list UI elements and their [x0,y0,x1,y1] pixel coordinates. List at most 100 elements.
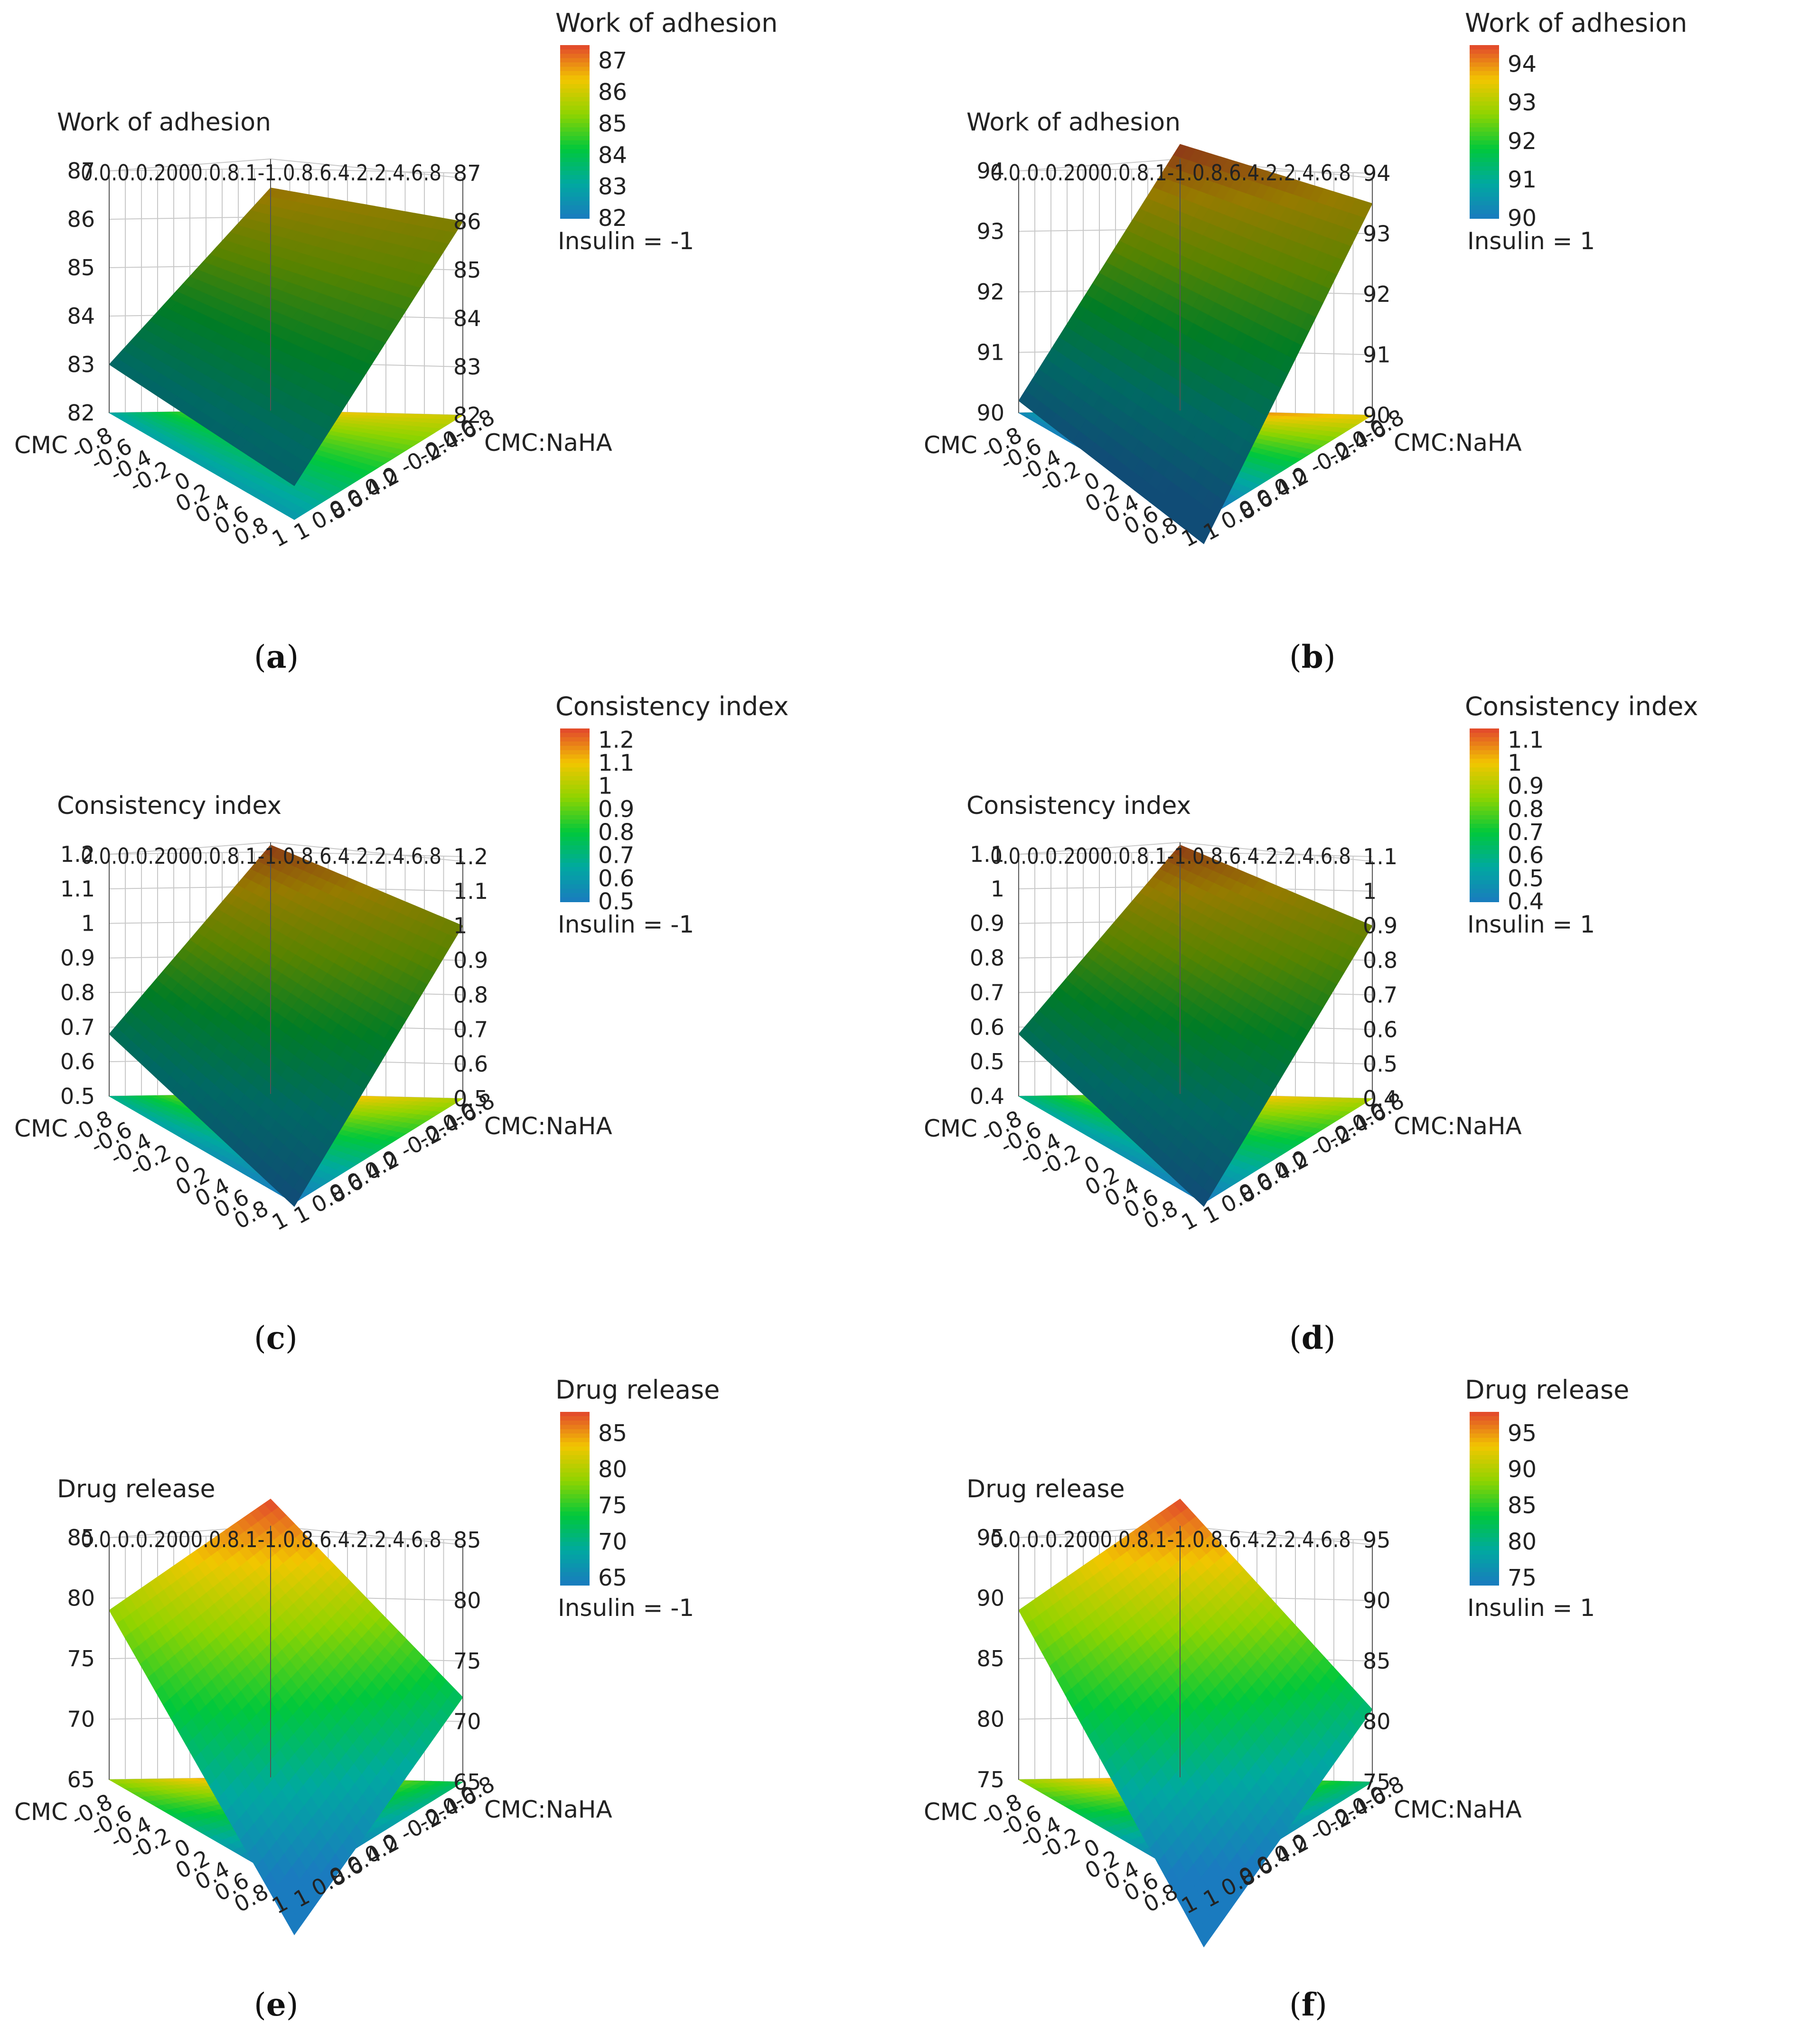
legend-swatch [560,158,590,163]
legend-swatch [560,66,590,72]
y-axis-label: CMC:NaHA [484,1112,612,1140]
legend-tick: 87 [598,47,627,74]
surface-chart-b: 909192939490919293940.0.0.0.2000.0.8.1-1… [924,8,1687,552]
legend-swatch [560,845,590,850]
legend-swatch [560,837,590,842]
y-axis-label: CMC:NaHA [1394,429,1522,457]
legend-swatch [560,793,590,798]
legend-swatch [560,119,590,124]
legend-swatch [1470,75,1499,80]
legend-swatch [1470,71,1499,76]
legend-swatch [560,136,590,141]
legend-swatch [1470,88,1499,93]
legend-swatch [560,123,590,128]
legend-swatch [560,45,590,50]
chart-panel-b: 90 91 92 93 94 90 91 92 93 94 0.0.0.0.2000.0.8.1-1… [910,0,1819,683]
legend-swatch [560,209,590,215]
z-tick-left: 84 [67,303,95,329]
x-axis-label: CMC [924,431,977,459]
legend-swatch [560,862,590,868]
legend-swatch [560,888,590,894]
legend-tick: 0.6 [598,865,634,892]
z-tick-left: 91 [976,340,1004,365]
legend-swatch [560,763,590,768]
legend-swatch [1470,188,1499,193]
legend-swatch [560,806,590,812]
z-tick-right: 84 [453,306,481,331]
legend-swatch [1470,158,1499,163]
legend-swatch [1470,214,1499,219]
legend-swatch [560,162,590,167]
legend-tick: 85 [598,111,627,137]
legend-swatch [560,871,590,877]
legend-swatch [1470,166,1499,171]
legend-swatch [560,75,590,80]
legend-tick: 82 [598,205,627,232]
chart-title: Work of adhesion [57,108,271,137]
legend-swatch [560,58,590,63]
surface-chart-d: 0.40.50.60.70.80.911.10.40.50.60.70.80.9… [924,691,1698,1235]
legend-swatch [560,893,590,898]
legend-swatch [560,849,590,855]
legend-tick: 1 [598,773,613,800]
legend-swatch [560,101,590,106]
legend-swatch [560,897,590,902]
legend-swatch [560,114,590,120]
z-tick-right: 1.2 [453,844,488,869]
legend-tick: 1.1 [598,750,634,776]
legend-swatch [1470,62,1499,67]
legend-swatch [560,880,590,885]
top-tick-strip: 0.0.0.0.2000.0.8.1-1.0.8.6.4.2.2.4.6.8 [81,843,441,869]
legend-swatch [560,858,590,863]
legend-swatch [560,49,590,55]
chart-panel-c: 0.5 0.6 0.7 0.8 0.9 1 1.1 1.2 0.5 0.6 0.7 0.8 0.9 1 1.… [0,683,910,1367]
legend-swatch [560,131,590,137]
legend-swatch [1470,184,1499,189]
z-tick-right: 0.6 [453,1051,488,1077]
chart-body-b: 909192939490919293940.0.0.0.2000.0.8.1-1… [924,108,1522,552]
legend-swatch [560,127,590,132]
legend-swatch [560,93,590,98]
caption-b: (b) [1289,638,1336,675]
z-tick-right: 1 [453,913,467,939]
legend-tick: 0.9 [598,796,634,822]
legend-swatch [560,737,590,742]
legend-swatch [560,149,590,154]
legend-swatch [560,175,590,180]
z-tick-right: 1.1 [453,878,488,904]
legend-swatch [1470,101,1499,106]
legend-swatch [560,214,590,219]
legend-swatch [560,188,590,193]
legend-swatch [1470,149,1499,154]
legend-swatch [1470,114,1499,120]
legend-swatch [560,776,590,781]
legend-swatch [1470,192,1499,197]
legend-swatch [560,767,590,773]
z-tick-left: 83 [67,352,95,377]
legend-swatch [560,867,590,872]
legend-swatch [560,811,590,816]
legend-swatch [560,798,590,803]
legend-swatch [560,789,590,794]
caption-c: (c) [254,1319,298,1356]
y-tick: 1 [290,516,314,545]
z-tick-left: 92 [976,279,1004,305]
z-tick-right: 91 [1363,342,1391,368]
z-tick-left: 86 [67,206,95,232]
z-tick-right: 86 [453,209,481,234]
legend-swatch [560,823,590,829]
z-tick-left: 93 [976,219,1004,244]
legend-tick: 94 [1508,51,1537,78]
legend-swatch [560,110,590,115]
legend-c: Consistency index0.50.60.70.80.911.11.2I… [555,691,788,938]
legend-swatch [1470,179,1499,184]
legend-swatch [560,170,590,176]
z-tick-left: 87 [67,158,95,184]
legend-swatch [560,854,590,859]
legend-swatch [1470,97,1499,102]
z-tick-right: 94 [1363,160,1391,186]
legend-swatch [560,815,590,820]
legend-swatch [560,201,590,206]
legend-swatch [1470,84,1499,89]
legend-swatch [560,71,590,76]
